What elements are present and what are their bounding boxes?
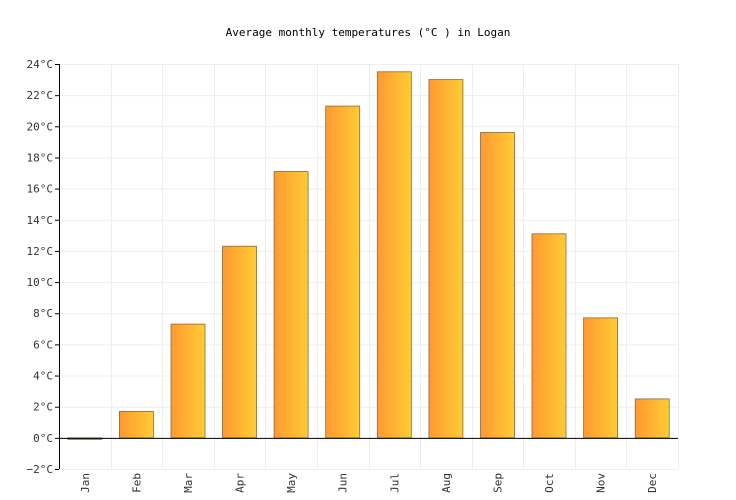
x-tick-label: Sep bbox=[491, 473, 504, 493]
y-tick-label: 16°C bbox=[27, 183, 54, 196]
x-tick-label: Feb bbox=[130, 473, 143, 493]
y-tick-label: 20°C bbox=[27, 120, 54, 133]
x-tick-label: Jul bbox=[388, 473, 401, 493]
y-tick-label: 6°C bbox=[33, 338, 53, 351]
x-tick-label: Mar bbox=[182, 473, 195, 493]
bar-apr bbox=[222, 245, 257, 439]
y-tick-label: 2°C bbox=[33, 401, 53, 414]
bars bbox=[67, 71, 670, 440]
bar-dec bbox=[634, 398, 670, 439]
x-tick-label: Jun bbox=[337, 473, 350, 493]
y-tick-labels: −2°C 0°C 2°C 4°C 6°C 8°C 10°C 12°C 14°C 16°C 18°C 2… bbox=[27, 58, 54, 476]
bar-oct bbox=[531, 233, 567, 439]
bar-may bbox=[273, 171, 309, 439]
x-tick-label: Aug bbox=[440, 473, 453, 493]
y-tick-label: −2°C bbox=[27, 463, 54, 476]
y-tick-label: 0°C bbox=[33, 432, 53, 445]
bar-feb bbox=[119, 410, 154, 439]
x-tick-label: Oct bbox=[543, 473, 556, 493]
y-tick-label: 10°C bbox=[27, 276, 54, 289]
bar-sep bbox=[480, 132, 515, 439]
grid-lines bbox=[59, 64, 679, 470]
x-tick-labels: Jan Feb Mar Apr May Jun Jul Aug Sep Oct Nov Dec bbox=[79, 473, 659, 493]
y-tick-label: 14°C bbox=[27, 214, 54, 227]
y-tick-label: 18°C bbox=[27, 151, 54, 164]
y-tick-label: 12°C bbox=[27, 245, 54, 258]
bar-nov bbox=[583, 317, 618, 439]
x-tick-label: May bbox=[285, 473, 298, 493]
bar-aug bbox=[428, 79, 464, 439]
bar-jun bbox=[325, 105, 361, 439]
y-tick-label: 24°C bbox=[27, 58, 54, 71]
bar-mar bbox=[170, 323, 206, 439]
x-tick-label: Nov bbox=[595, 473, 608, 493]
axes bbox=[55, 64, 678, 470]
x-tick-label: Dec bbox=[646, 473, 659, 493]
y-tick-label: 8°C bbox=[33, 307, 53, 320]
x-tick-label: Apr bbox=[234, 473, 247, 493]
bar-jul bbox=[376, 71, 412, 439]
chart-title: Average monthly temperatures (°C ) in Lo… bbox=[226, 26, 511, 39]
y-tick-label: 4°C bbox=[33, 370, 53, 383]
x-tick-label: Jan bbox=[79, 473, 92, 493]
y-tick-label: 22°C bbox=[27, 89, 54, 102]
